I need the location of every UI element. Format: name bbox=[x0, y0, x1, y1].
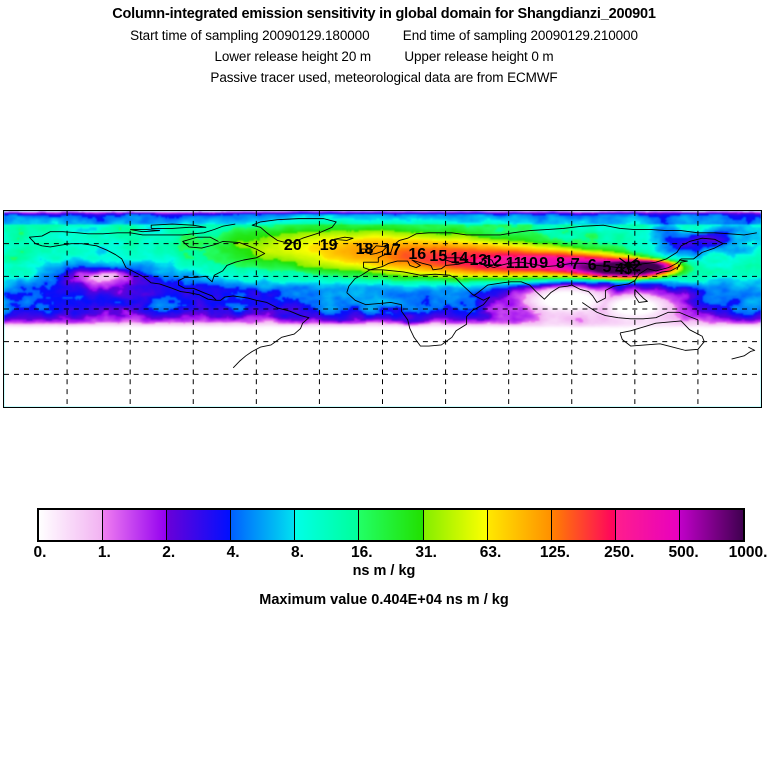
trajectory-age-label-17: 17 bbox=[383, 241, 401, 259]
colorbar-tick-16: 16. bbox=[351, 544, 373, 561]
colorbar-segment-500-1000 bbox=[679, 510, 744, 540]
trajectory-age-label-20: 20 bbox=[283, 237, 302, 255]
graticule bbox=[4, 211, 761, 407]
trajectory-age-label-9: 9 bbox=[539, 254, 549, 272]
colorbar-segment-1-2 bbox=[103, 510, 168, 540]
colorbar-tick-1: 1. bbox=[97, 544, 111, 561]
colorbar-tick-125: 125. bbox=[539, 544, 570, 561]
colorbar-segment-0-1 bbox=[39, 510, 104, 540]
trajectory-age-label-13: 13 bbox=[469, 251, 488, 269]
trajectory-age-label-18: 18 bbox=[355, 240, 374, 258]
colorbar-segment-8-16 bbox=[295, 510, 360, 540]
trajectory-age-label-10: 10 bbox=[520, 254, 538, 272]
figure-header: Column-integrated emission sensitivity i… bbox=[0, 0, 768, 85]
colorbar-tick-labels: 0. 1. 2. 4. 8. 16. 31. 63. 125. 250. 500. 1000. bbox=[0, 544, 768, 564]
colorbar-segment-63-125 bbox=[487, 510, 552, 540]
sampling-time-line: Start time of sampling 20090129.180000 E… bbox=[0, 28, 768, 43]
release-site-star bbox=[615, 255, 642, 275]
maximum-value-label: Maximum value 0.404E+04 ns m / kg bbox=[259, 592, 509, 608]
colorbar-segment-125-250 bbox=[551, 510, 616, 540]
colorbar-tick-250: 250. bbox=[604, 544, 635, 561]
upper-release-height-label: Upper release height 0 m bbox=[404, 49, 554, 64]
start-time-label: Start time of sampling 20090129.180000 bbox=[130, 28, 370, 43]
colorbar-tick-31: 31. bbox=[415, 544, 437, 561]
trajectory-age-label-19: 19 bbox=[319, 237, 338, 255]
colorbar-tick-63: 63. bbox=[479, 544, 502, 561]
trajectory-age-label-14: 14 bbox=[450, 250, 469, 268]
global-map-panel: 20 19 18 17 16 15 14 13 12 11 10 9 8 7 6 5 4 3 2 bbox=[3, 210, 762, 408]
end-time-label: End time of sampling 20090129.210000 bbox=[402, 28, 638, 43]
colorbar bbox=[37, 508, 745, 542]
colorbar-tick-4: 4. bbox=[226, 544, 240, 561]
colorbar-units-label: ns m / kg bbox=[352, 563, 416, 579]
trajectory-age-label-15: 15 bbox=[429, 248, 448, 266]
trajectory-age-label-2: 2 bbox=[632, 258, 641, 276]
colorbar-tick-8: 8. bbox=[290, 544, 304, 561]
map-vector-overlay bbox=[4, 211, 761, 407]
colorbar-segment-2-4 bbox=[167, 510, 232, 540]
lower-release-height-label: Lower release height 20 m bbox=[214, 49, 372, 64]
trajectory-age-label-11: 11 bbox=[505, 254, 523, 272]
colorbar-tick-1000: 1000. bbox=[728, 544, 768, 561]
trajectory-age-label-5: 5 bbox=[602, 259, 612, 277]
trajectory-age-label-6: 6 bbox=[587, 257, 597, 274]
trajectory-age-label-4: 4 bbox=[615, 261, 625, 279]
coastlines bbox=[28, 218, 757, 369]
trajectory-age-label-3: 3 bbox=[623, 261, 633, 279]
page-title: Column-integrated emission sensitivity i… bbox=[112, 6, 656, 22]
colorbar-tick-500: 500. bbox=[668, 544, 699, 561]
trajectory-age-label-12: 12 bbox=[484, 252, 503, 270]
colorbar-tick-0: 0. bbox=[33, 544, 47, 561]
trajectory-age-label-8: 8 bbox=[556, 254, 566, 272]
trajectory-age-label-7: 7 bbox=[570, 255, 580, 273]
colorbar-segment-250-500 bbox=[615, 510, 680, 540]
colorbar-segment-4-8 bbox=[231, 510, 296, 540]
tracer-meteo-label: Passive tracer used, meteorological data… bbox=[210, 70, 558, 85]
trajectory-age-label-16: 16 bbox=[408, 246, 427, 263]
release-height-line: Lower release height 20 m Upper release … bbox=[0, 49, 768, 64]
colorbar-tick-2: 2. bbox=[162, 544, 176, 561]
colorbar-segment-16-31 bbox=[359, 510, 424, 540]
colorbar-segment-31-63 bbox=[423, 510, 488, 540]
